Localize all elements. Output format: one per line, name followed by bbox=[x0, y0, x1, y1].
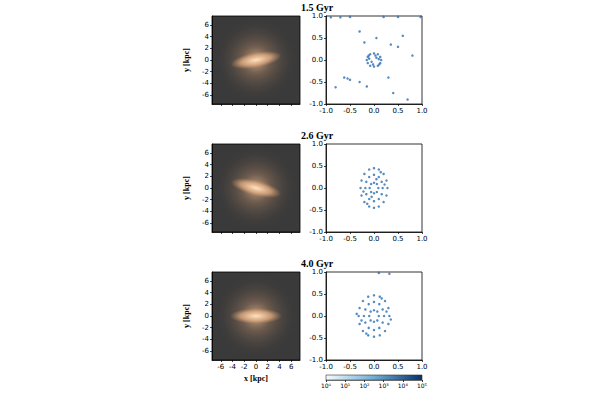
svg-text:6: 6 bbox=[205, 21, 210, 29]
svg-text:y [kpc]: y [kpc] bbox=[182, 48, 191, 72]
svg-text:10²: 10² bbox=[359, 382, 370, 389]
svg-text:2: 2 bbox=[205, 44, 209, 52]
svg-text:1.0: 1.0 bbox=[416, 235, 427, 243]
svg-text:-1.0: -1.0 bbox=[319, 235, 333, 243]
svg-text:0.0: 0.0 bbox=[368, 235, 379, 243]
svg-text:10³: 10³ bbox=[379, 382, 390, 389]
svg-text:0: 0 bbox=[205, 312, 209, 320]
svg-text:-0.5: -0.5 bbox=[309, 334, 323, 342]
svg-text:10⁴: 10⁴ bbox=[398, 382, 409, 389]
svg-text:0.5: 0.5 bbox=[392, 107, 403, 115]
svg-text:2: 2 bbox=[205, 172, 209, 180]
svg-text:-1.0: -1.0 bbox=[309, 228, 323, 236]
svg-text:6: 6 bbox=[289, 363, 294, 371]
svg-text:-2: -2 bbox=[202, 324, 209, 332]
svg-text:-1.0: -1.0 bbox=[319, 363, 333, 371]
svg-text:-6: -6 bbox=[202, 219, 210, 227]
svg-text:y [kpc]: y [kpc] bbox=[182, 176, 191, 200]
svg-text:-0.5: -0.5 bbox=[343, 363, 357, 371]
svg-text:-0.5: -0.5 bbox=[343, 107, 357, 115]
svg-text:0.0: 0.0 bbox=[312, 56, 323, 64]
svg-text:10⁵: 10⁵ bbox=[417, 382, 428, 389]
svg-text:4: 4 bbox=[205, 289, 210, 297]
svg-text:-4: -4 bbox=[202, 79, 210, 87]
svg-text:0.5: 0.5 bbox=[312, 290, 323, 298]
svg-text:1.0: 1.0 bbox=[312, 268, 323, 276]
svg-text:10¹: 10¹ bbox=[340, 382, 351, 389]
svg-text:1.0: 1.0 bbox=[312, 12, 323, 20]
svg-text:-4: -4 bbox=[229, 363, 237, 371]
svg-text:1.0: 1.0 bbox=[416, 107, 427, 115]
svg-text:0: 0 bbox=[205, 56, 209, 64]
svg-text:-0.5: -0.5 bbox=[343, 235, 357, 243]
svg-text:4: 4 bbox=[205, 161, 210, 169]
svg-text:-0.5: -0.5 bbox=[309, 78, 323, 86]
svg-text:2: 2 bbox=[205, 300, 209, 308]
svg-text:-6: -6 bbox=[217, 363, 225, 371]
svg-text:1.5 Gyr: 1.5 Gyr bbox=[301, 2, 334, 13]
svg-text:0: 0 bbox=[254, 363, 258, 371]
svg-text:-2: -2 bbox=[202, 196, 209, 204]
svg-text:0.0: 0.0 bbox=[368, 107, 379, 115]
svg-text:-0.5: -0.5 bbox=[309, 206, 323, 214]
svg-text:-4: -4 bbox=[202, 207, 210, 215]
svg-text:0.5: 0.5 bbox=[312, 162, 323, 170]
svg-text:6: 6 bbox=[205, 149, 210, 157]
svg-text:0.5: 0.5 bbox=[392, 363, 403, 371]
svg-text:-4: -4 bbox=[202, 335, 210, 343]
svg-text:0.0: 0.0 bbox=[312, 312, 323, 320]
svg-text:0.5: 0.5 bbox=[312, 34, 323, 42]
svg-text:1.0: 1.0 bbox=[416, 363, 427, 371]
svg-text:4: 4 bbox=[205, 33, 210, 41]
svg-text:4: 4 bbox=[277, 363, 282, 371]
svg-text:0.5: 0.5 bbox=[392, 235, 403, 243]
svg-text:x [kpc]: x [kpc] bbox=[244, 374, 268, 383]
svg-text:0.0: 0.0 bbox=[312, 184, 323, 192]
svg-text:4.0 Gyr: 4.0 Gyr bbox=[301, 258, 334, 269]
svg-text:-2: -2 bbox=[241, 363, 248, 371]
svg-text:y [kpc]: y [kpc] bbox=[182, 304, 191, 328]
svg-text:2.6 Gyr: 2.6 Gyr bbox=[301, 130, 334, 141]
svg-text:10⁰: 10⁰ bbox=[321, 382, 332, 389]
svg-text:-6: -6 bbox=[202, 347, 210, 355]
svg-text:0: 0 bbox=[205, 184, 209, 192]
svg-text:-6: -6 bbox=[202, 91, 210, 99]
svg-text:2: 2 bbox=[265, 363, 269, 371]
svg-text:-1.0: -1.0 bbox=[309, 356, 323, 364]
svg-text:-2: -2 bbox=[202, 68, 209, 76]
svg-text:0.0: 0.0 bbox=[368, 363, 379, 371]
svg-text:6: 6 bbox=[205, 277, 210, 285]
svg-text:-1.0: -1.0 bbox=[319, 107, 333, 115]
svg-text:-1.0: -1.0 bbox=[309, 100, 323, 108]
svg-text:1.0: 1.0 bbox=[312, 140, 323, 148]
